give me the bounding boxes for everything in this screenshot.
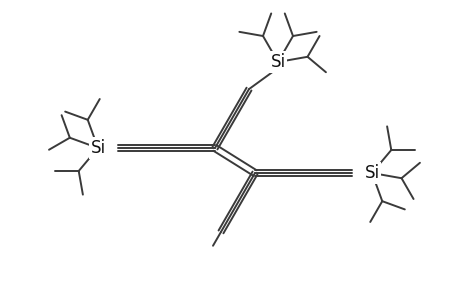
Text: Si: Si xyxy=(364,164,379,182)
Text: Si: Si xyxy=(90,139,105,157)
Text: Si: Si xyxy=(270,53,285,71)
